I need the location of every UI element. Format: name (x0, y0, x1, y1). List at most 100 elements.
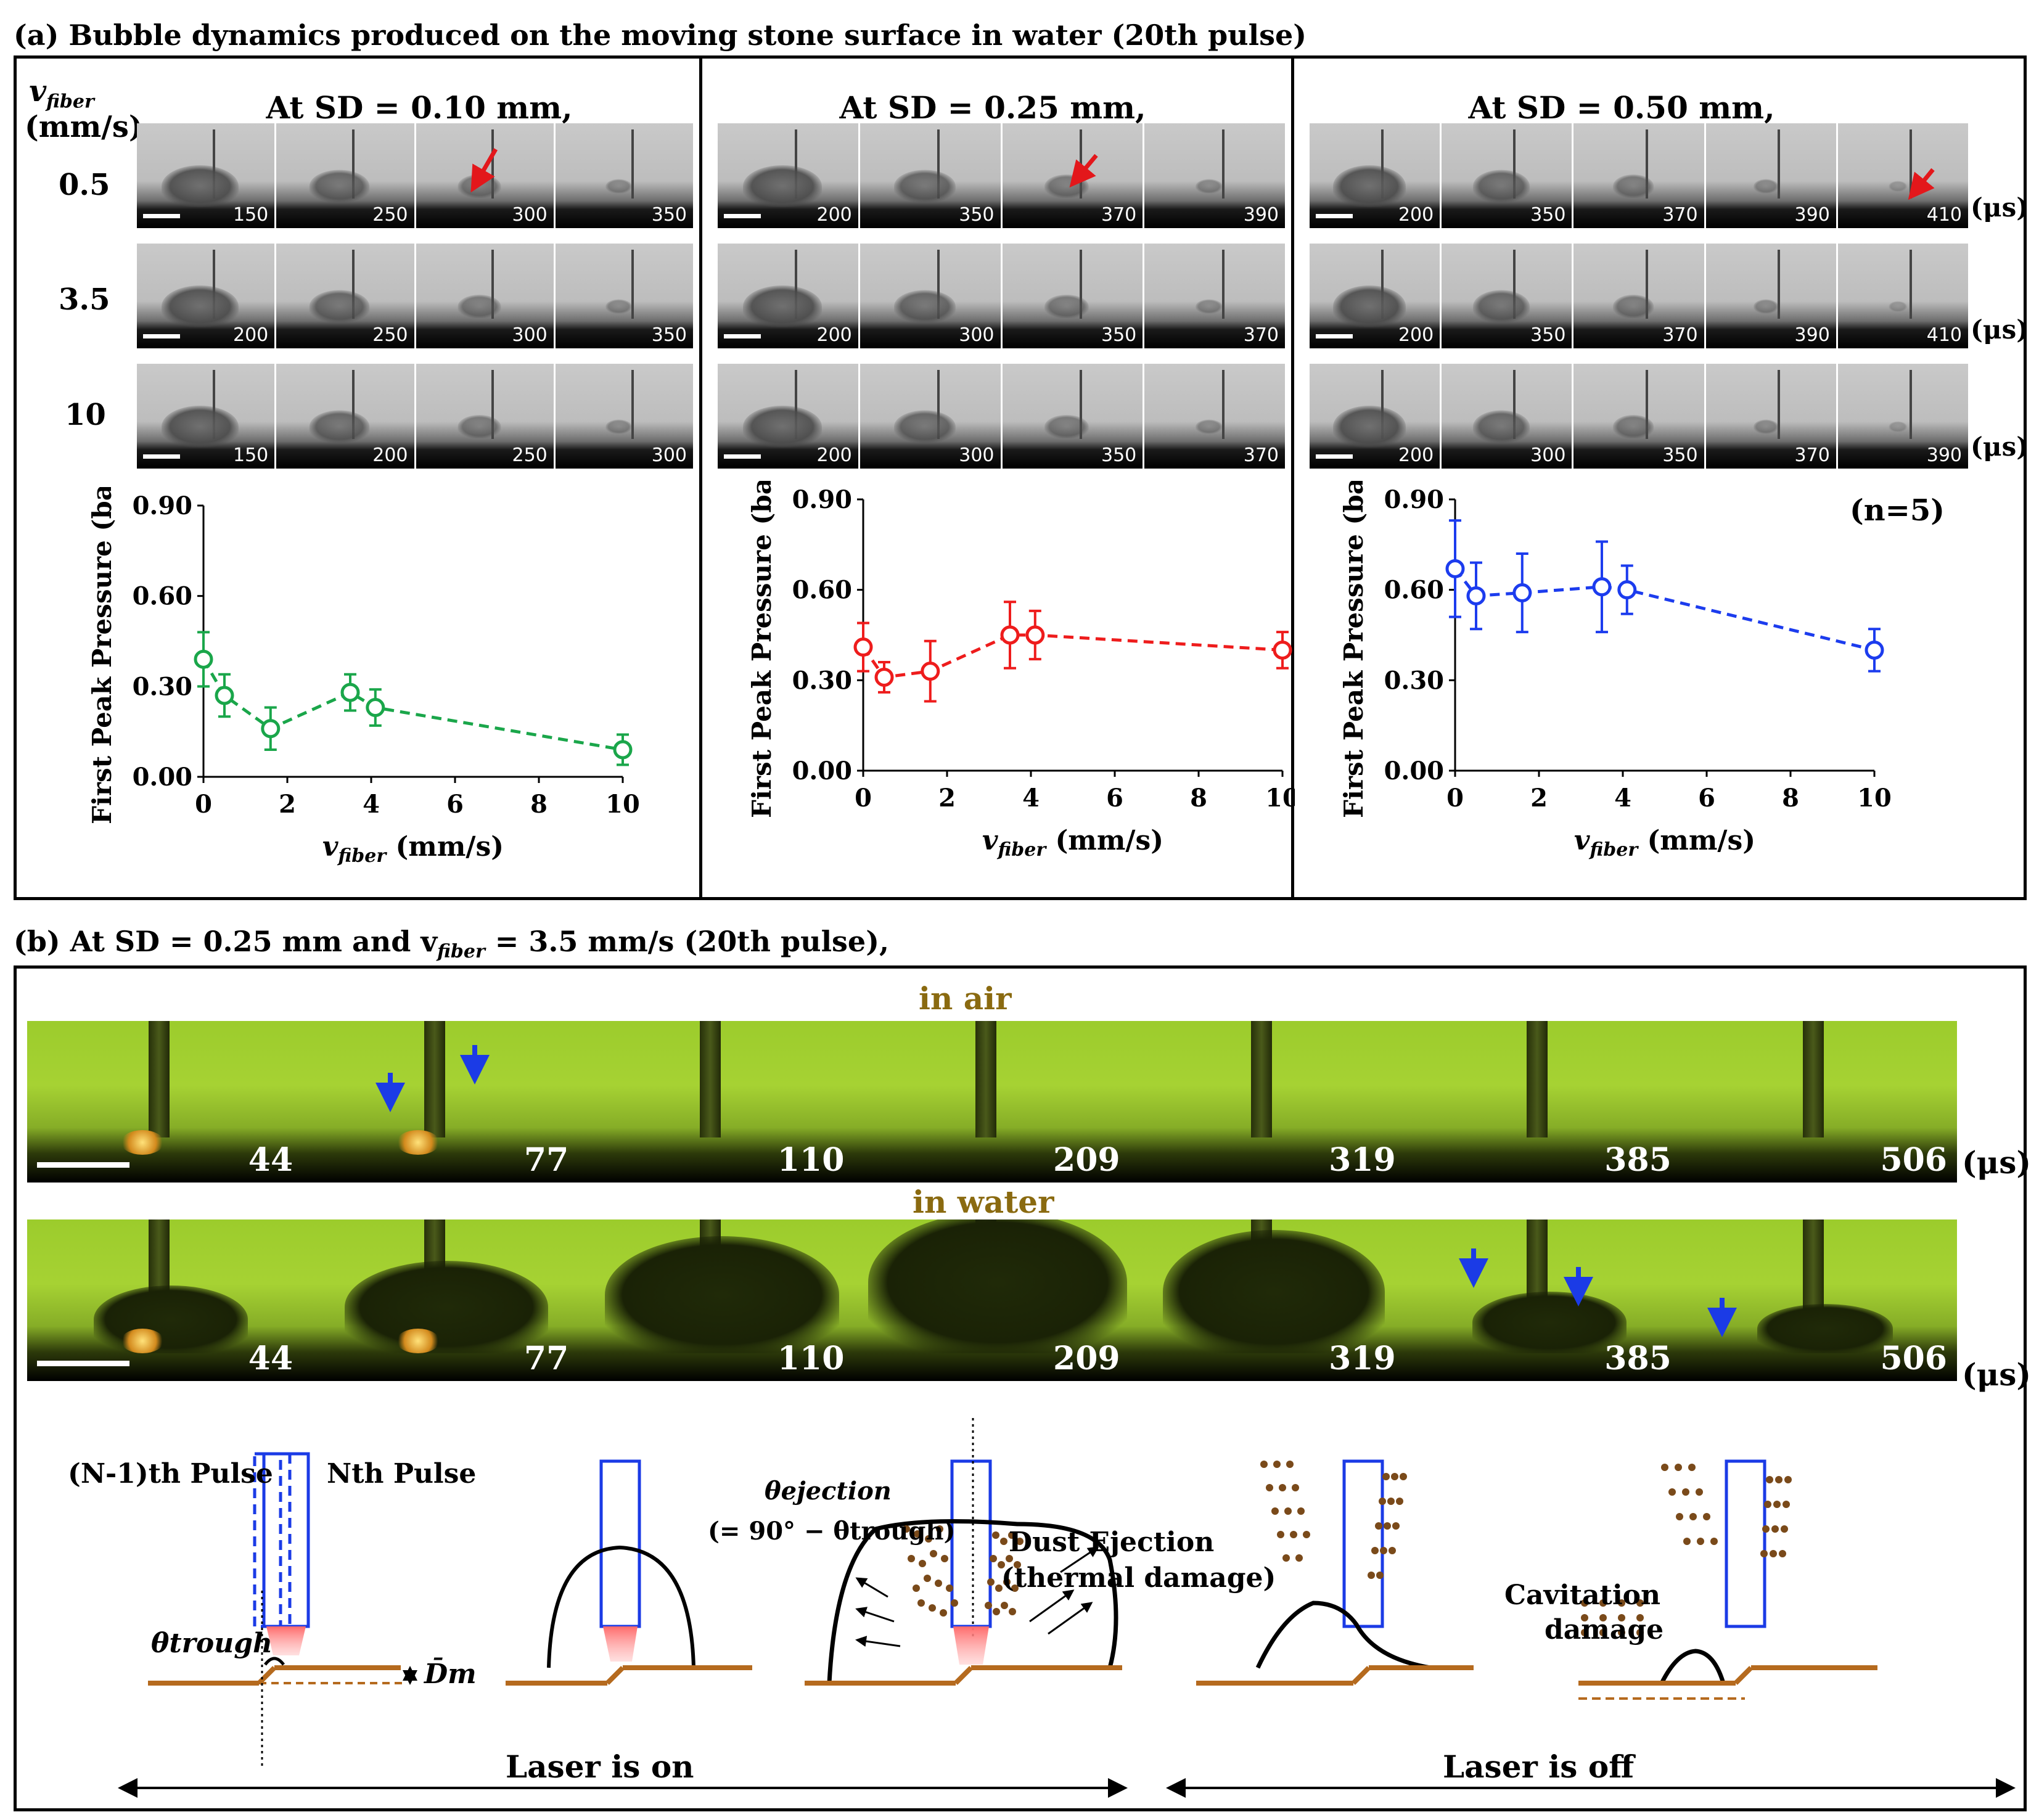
dust-particle (935, 1580, 942, 1587)
frame-time-label: 200 (372, 445, 408, 466)
frame-image: 350 (555, 244, 693, 348)
time-label: 110 (777, 1141, 845, 1179)
image-strip-col0-row1: 200 250 300 350 (137, 244, 693, 348)
frame-image: 390 (1705, 123, 1838, 228)
x-tick-label: 8 (1782, 784, 1799, 813)
theta-trough-label: θtrough (151, 1628, 273, 1659)
data-point (1445, 559, 1465, 578)
scale-bar (1316, 454, 1353, 459)
air-unit-label: (μs) (1962, 1144, 2032, 1181)
dust-particle (1286, 1461, 1294, 1468)
sd-title-0.50: At SD = 0.50 mm, (1468, 89, 1775, 126)
x-tick-label: 4 (1614, 784, 1631, 813)
data-point (1000, 625, 1020, 645)
laser-on-label: Laser is on (506, 1748, 694, 1785)
stage-4 (1196, 1459, 1474, 1686)
x-tick-label: 0 (1446, 784, 1464, 813)
red-arrow-sd010 (470, 148, 498, 193)
dust-particle (990, 1555, 997, 1562)
row-label-2: 10 (65, 398, 106, 432)
vfiber-header: vfiber (25, 74, 99, 113)
frame-time-label: 410 (1926, 204, 1963, 226)
frame-time-label: 200 (816, 445, 852, 466)
dust-particle (1618, 1629, 1625, 1636)
x-axis-label: vfiber (mm/s) (322, 831, 504, 867)
x-tick-label: 8 (530, 790, 548, 819)
frame-time-label: 370 (1243, 445, 1279, 466)
y-axis-label: First Peak Pressure (bar) (1339, 481, 1369, 818)
chart-sd-0.50: 0.00 0.30 0.60 0.90 0 2 4 6 8 10 vfiber (mm/s) Firs… (1332, 452, 1924, 890)
theta-ejection-label: θejection (765, 1477, 892, 1506)
dust-particle (908, 1555, 915, 1562)
data-point (340, 682, 360, 702)
dust-particle (925, 1535, 932, 1543)
photo-frame-air: 44 (27, 1021, 303, 1183)
dust-particle (1371, 1547, 1379, 1554)
dust-particle (1581, 1599, 1588, 1607)
dust-particle (1003, 1578, 1011, 1586)
frame-image: 150 (137, 364, 277, 469)
damage-label: damage (1545, 1614, 1664, 1646)
stage-2 (506, 1459, 752, 1686)
frame-time-label: 370 (1662, 204, 1698, 226)
unit-label-row-0: (μs) (1971, 192, 2029, 223)
x-axis-label: vfiber (mm/s) (1574, 825, 1755, 861)
red-arrow-sd050 (1908, 168, 1935, 200)
dust-particle (1760, 1550, 1768, 1557)
series-line (1454, 567, 1875, 652)
dust-particle (1389, 1547, 1396, 1554)
data-point (194, 649, 213, 669)
unit-label-row-1: (μs) (1971, 314, 2029, 345)
frame-time-label: 390 (1926, 445, 1963, 466)
frame-image: 350 (1002, 244, 1145, 348)
scale-bar (143, 334, 180, 338)
x-tick-label: 2 (279, 790, 296, 819)
scale-bar (143, 454, 180, 459)
y-tick-label: 0.30 (133, 672, 192, 701)
cavitation-label: Cavitation (1504, 1580, 1661, 1611)
scale-bar (724, 334, 761, 338)
y-axis-label: First Peak Pressure (bar) (747, 481, 777, 818)
dust-particle (1696, 1488, 1703, 1496)
scale-bar (724, 454, 761, 459)
dust-particle (1273, 1461, 1281, 1468)
frame-image: 370 (1144, 244, 1285, 348)
dust-ejection-label: Dust Ejection (1009, 1527, 1215, 1558)
scale-bar (143, 214, 180, 218)
dust-particle (1376, 1572, 1384, 1579)
dust-particle (1618, 1614, 1625, 1621)
frame-image: 350 (555, 123, 693, 228)
frame-image: 200 (137, 244, 277, 348)
row-label-0: 0.5 (59, 168, 110, 202)
image-strip-col2-row2: 200 300 350 370 390 (1310, 364, 1969, 469)
dust-particle (1391, 1473, 1398, 1480)
frame-image: 370 (1144, 364, 1285, 469)
dust-particle (1382, 1473, 1390, 1480)
frame-time-label: 300 (959, 324, 995, 346)
dm-label: D̄m (424, 1658, 477, 1690)
frame-time-label: 350 (1530, 324, 1566, 346)
y-tick-label: 0.00 (1384, 756, 1444, 785)
frame-image: 300 (859, 364, 1003, 469)
panel-b-title-main: (b) At SD = 0.25 mm and v (14, 925, 438, 958)
frame-time-label: 250 (372, 204, 408, 226)
in-air-label: in air (919, 980, 1012, 1017)
x-tick-label: 8 (1190, 784, 1207, 813)
prev-pulse-label: (N-1)th Pulse (68, 1458, 273, 1490)
dust-particle (1636, 1614, 1644, 1621)
dust-particle (1762, 1525, 1770, 1533)
photo-frame-water: 77 (303, 1219, 579, 1381)
chart-sd-0.10: 0.00 0.30 0.60 0.90 0 2 4 6 8 10 vfiber (mm/s) Firs… (80, 458, 672, 896)
dust-particle (1710, 1538, 1718, 1545)
in-water-label: in water (913, 1184, 1054, 1220)
frame-image: 390 (1837, 364, 1969, 469)
time-label: 385 (1604, 1141, 1672, 1179)
panel-b-title-rest: = 3.5 mm/s (20th pulse), (485, 925, 889, 958)
x-tick-label: 0 (195, 790, 212, 819)
x-tick-label: 4 (1022, 784, 1040, 813)
x-tick-label: 2 (938, 784, 956, 813)
photo-frame-water: 209 (854, 1219, 1130, 1381)
frame-time-label: 350 (651, 324, 687, 346)
photo-frame-water: 110 (578, 1219, 855, 1381)
image-strip-col1-row2: 200 300 350 370 (718, 364, 1285, 469)
